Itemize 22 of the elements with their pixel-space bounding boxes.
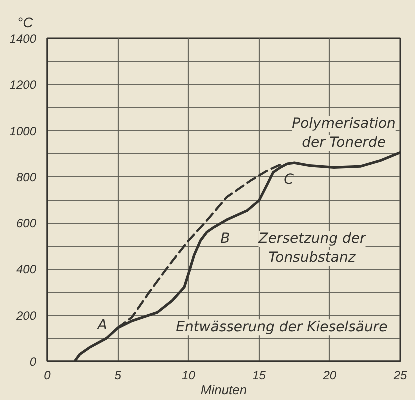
y-tick-label: 0 [30, 355, 37, 369]
x-tick-label: 25 [392, 368, 408, 382]
y-tick-label: 1400 [10, 32, 37, 46]
y-tick-label: 400 [16, 262, 37, 277]
annotation: Zersetzung der Tonsubstanz [258, 231, 368, 266]
x-tick-label: 0 [44, 368, 52, 382]
annotation: A [96, 318, 108, 334]
y-tick-label: 800 [16, 170, 37, 184]
y-tick-label: 200 [15, 308, 37, 323]
annotation: C [284, 172, 294, 188]
y-tick-label: 1200 [10, 78, 37, 92]
annotation: Polymerisation der Tonerde [292, 116, 396, 152]
annotation: B [220, 231, 230, 248]
x-axis-title: Minuten [200, 382, 248, 398]
x-tick-label: 10 [182, 368, 196, 382]
x-tick-label: 5 [114, 368, 122, 382]
y-axis-title: °C [18, 14, 34, 30]
y-tick-label: 600 [16, 216, 37, 231]
y-tick-label: 1000 [10, 124, 37, 138]
x-tick-label: 20 [322, 368, 337, 382]
annotation: Entwässerung der Kieselsäure [176, 320, 388, 336]
x-tick-label: 15 [252, 368, 266, 382]
